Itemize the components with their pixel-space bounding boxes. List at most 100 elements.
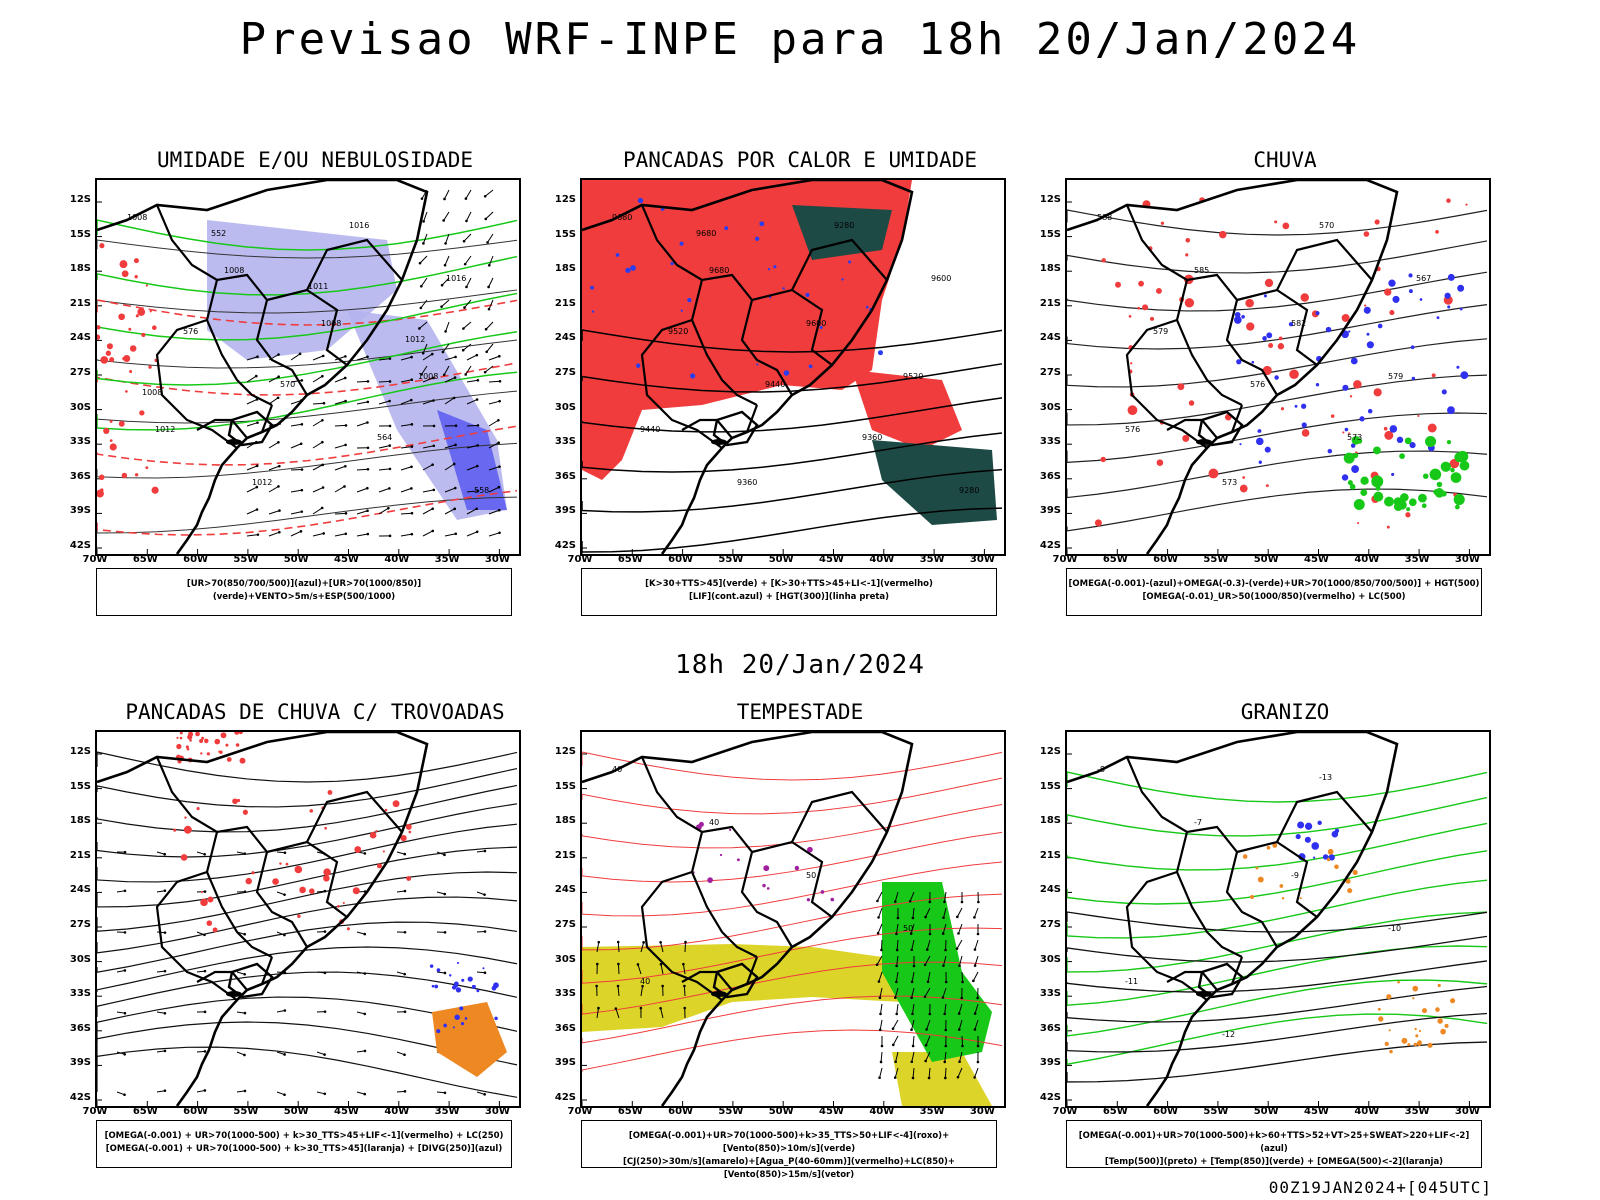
thunder-red-area	[226, 757, 232, 762]
thunder-red-area	[354, 846, 362, 853]
lif-contour	[687, 298, 692, 303]
country-border	[227, 410, 274, 447]
thickness-contour	[97, 362, 518, 396]
wind850-vector	[894, 1051, 899, 1064]
rain-red-area	[1405, 512, 1411, 518]
forecast-map[interactable]: 1008 1008 1008 1008 1012 1012 1016 1016 576 570 56…	[95, 178, 521, 556]
wind850-vector	[659, 1006, 664, 1019]
wind-vector	[246, 421, 259, 427]
contour-label: 1011	[308, 282, 328, 291]
humidity-speck	[106, 343, 113, 350]
wind-vector	[419, 299, 428, 310]
latitude-tick-label: 33S	[1039, 436, 1061, 448]
wind-vector	[466, 378, 480, 383]
omega-blue-area	[1436, 316, 1440, 320]
hgt500-contour	[1067, 374, 1488, 426]
omega-blue-area	[1264, 446, 1271, 453]
country-border	[266, 840, 348, 918]
omega-blue-area	[1366, 332, 1370, 336]
rain-red-area	[1239, 484, 1248, 493]
humidity-speck	[125, 390, 128, 393]
longitude-tick-label: 65W	[617, 1106, 643, 1117]
wind-vector	[378, 467, 392, 471]
humidity-speck	[109, 439, 113, 443]
forecast-map[interactable]: 9680 9680 9600 9520 9440 9360 9280 9600 9520 9440…	[580, 178, 1006, 556]
wind-vector	[444, 443, 457, 449]
latitude-tick-label: 36S	[69, 1022, 91, 1034]
latitude-tick-label: 24S	[69, 884, 91, 896]
legend-line: [OMEGA(-0.001)-(azul)+OMEGA(-0.3)-(verde…	[1068, 579, 1480, 589]
wind-vector	[444, 355, 457, 361]
omega500-orange	[1388, 1029, 1391, 1032]
omega500-orange	[1249, 894, 1255, 899]
wind-vector	[464, 365, 472, 376]
wind-vector	[356, 380, 370, 383]
wind850-vector	[877, 971, 883, 983]
wind-vector	[246, 464, 259, 471]
contour-label: 40	[709, 818, 719, 827]
rain-red-area	[1446, 198, 1451, 203]
wind850-vector	[879, 1051, 883, 1064]
country-border	[712, 962, 759, 999]
forecast-map[interactable]: -8 -7 -9 -10 -11 -12 -13	[1065, 730, 1491, 1108]
omega500-orange	[1421, 1008, 1428, 1014]
hgt500-contour	[1067, 450, 1488, 499]
streamline-arrow	[156, 889, 167, 893]
thunder-red-area	[405, 823, 412, 830]
longitude-tick-label: 35W	[919, 554, 945, 565]
omega-green-area	[1360, 489, 1368, 497]
hgt500-contour	[1067, 488, 1488, 532]
wind-vector	[246, 355, 259, 361]
omega-blue-area	[1367, 408, 1373, 414]
omega-blue-area	[1263, 294, 1267, 298]
omega-blue-area	[1258, 460, 1262, 464]
hail-blue-area	[1304, 822, 1313, 830]
forecast-map[interactable]: 40 40 50 50 40	[580, 730, 1006, 1108]
wind-vector	[462, 321, 472, 330]
thunder-red-area	[234, 732, 240, 735]
omega-green-area	[1352, 452, 1359, 459]
wind850-vector	[878, 1067, 883, 1080]
wind850-vector	[876, 891, 883, 903]
wind850-vector	[924, 1051, 931, 1063]
rain-red-area	[1264, 278, 1274, 288]
wind850-vector	[943, 1003, 947, 1016]
wind-vector	[420, 277, 428, 288]
storm-purple-area	[728, 828, 732, 832]
latitude-tick-label: 39S	[69, 1057, 91, 1069]
longitude-tick-label: 35W	[434, 1106, 460, 1117]
wind850-vector	[972, 971, 979, 983]
streamline-arrow	[276, 1009, 287, 1013]
temp850-contour	[1067, 979, 1488, 1037]
thunder-red-area	[323, 875, 330, 882]
wind-vector	[483, 189, 494, 198]
latitude-tick-label: 30S	[69, 401, 91, 413]
latitude-tick-label: 21S	[554, 297, 576, 309]
forecast-map[interactable]	[95, 730, 521, 1108]
country-border	[266, 288, 348, 366]
omega500-orange	[1437, 983, 1441, 988]
country-border	[712, 410, 759, 447]
forecast-map[interactable]: 588 585 582 579 576 573 570 567 579 576 573	[1065, 178, 1491, 556]
wind-vector	[443, 255, 450, 267]
wind-vector	[418, 321, 428, 330]
omega-blue-area	[1419, 298, 1423, 301]
divergence-blue	[467, 976, 473, 982]
wind-vector	[444, 486, 457, 493]
wind-vector	[312, 354, 325, 361]
precip-water-contour	[582, 831, 1003, 883]
temp500-contour	[1067, 1041, 1488, 1083]
divergence-blue	[451, 985, 457, 990]
wind850-vector	[942, 955, 947, 967]
wind-vector	[464, 189, 472, 200]
thunder-red-area	[406, 876, 412, 881]
latitude-tick-label: 15S	[554, 228, 576, 240]
wind-vector	[400, 423, 414, 427]
longitude-tick-label: 50W	[768, 554, 794, 565]
thunder-red-area	[187, 734, 193, 740]
country-border	[1175, 831, 1243, 958]
omega-green-area	[1343, 452, 1355, 464]
thunder-red-area	[400, 835, 407, 842]
country-border	[1125, 756, 1278, 948]
wind-vector	[400, 511, 414, 515]
